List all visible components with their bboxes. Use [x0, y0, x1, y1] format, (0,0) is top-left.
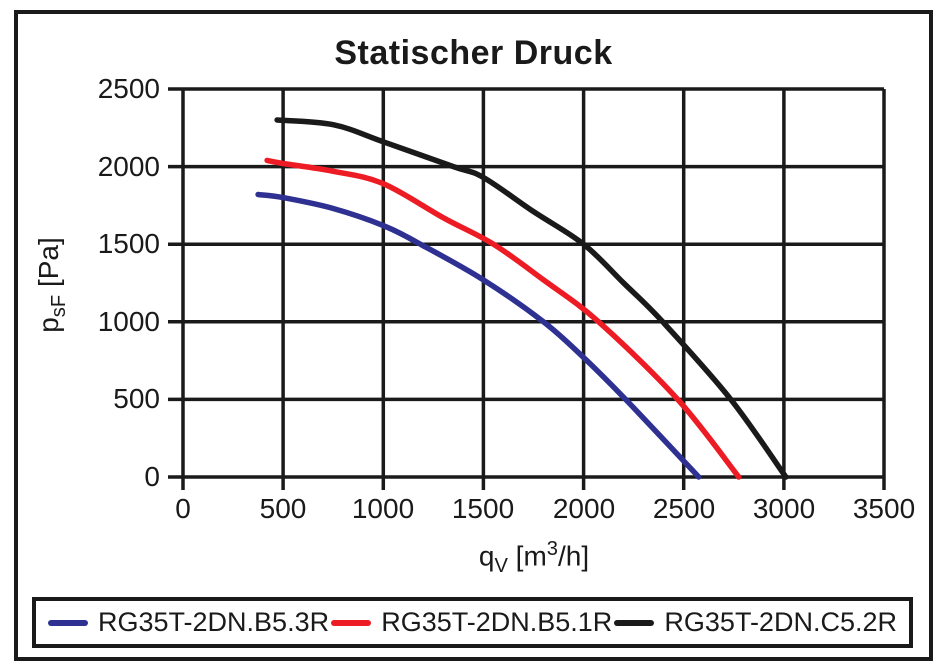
x-axis-unit-close: /h] [558, 540, 590, 572]
chart-title: Statischer Druck [334, 34, 613, 72]
x-axis-superscript: 3 [546, 538, 558, 560]
y-axis-title: psF [Pa] [33, 237, 71, 333]
x-tick-label: 3500 [852, 493, 916, 524]
grid-lines [168, 87, 886, 490]
legend-line-swatch-black [614, 619, 655, 626]
x-axis-unit-open: [m [507, 540, 547, 572]
x-tick-label: 1500 [451, 493, 515, 524]
legend-item-b51r: RG35T-2DN.B5.1R [331, 607, 612, 638]
legend: RG35T-2DN.B5.3R RG35T-2DN.B5.1R RG35T-2D… [32, 597, 913, 648]
x-axis-title: qV [m3/h] [479, 538, 589, 578]
x-tick-label: 1000 [351, 493, 415, 524]
x-axis-subscript: V [494, 554, 508, 577]
y-tick-label: 500 [113, 383, 160, 414]
y-tick-label: 0 [144, 461, 160, 492]
y-axis-subscript: sF [47, 294, 70, 318]
legend-line-swatch-red [331, 619, 372, 626]
legend-line-swatch-blue [48, 619, 88, 626]
x-tick-label: 0 [175, 493, 191, 524]
legend-label: RG35T-2DN.C5.2R [664, 607, 897, 637]
x-axis-symbol: q [478, 540, 495, 572]
y-tick-label: 2500 [97, 73, 160, 104]
x-tick-label: 2000 [552, 493, 616, 524]
y-tick-label: 1500 [97, 228, 160, 259]
y-axis-unit: [Pa] [33, 237, 65, 295]
legend-label: RG35T-2DN.B5.3R [98, 607, 330, 637]
curve-RG35T-2DN.C5.2R [274, 117, 789, 480]
legend-label: RG35T-2DN.B5.1R [381, 607, 613, 637]
x-tick-label: 3000 [752, 493, 816, 524]
y-tick-label: 2000 [97, 151, 160, 182]
y-tick-label: 1000 [97, 306, 160, 337]
x-tick-label: 500 [259, 493, 307, 524]
curve-RG35T-2DN.B5.3R [255, 191, 702, 480]
legend-item-c52r: RG35T-2DN.C5.2R [614, 607, 897, 638]
curve-RG35T-2DN.B5.1R [264, 157, 742, 480]
legend-item-b53r: RG35T-2DN.B5.3R [48, 607, 329, 638]
y-axis-symbol: p [33, 317, 65, 333]
x-tick-label: 2500 [652, 493, 716, 524]
